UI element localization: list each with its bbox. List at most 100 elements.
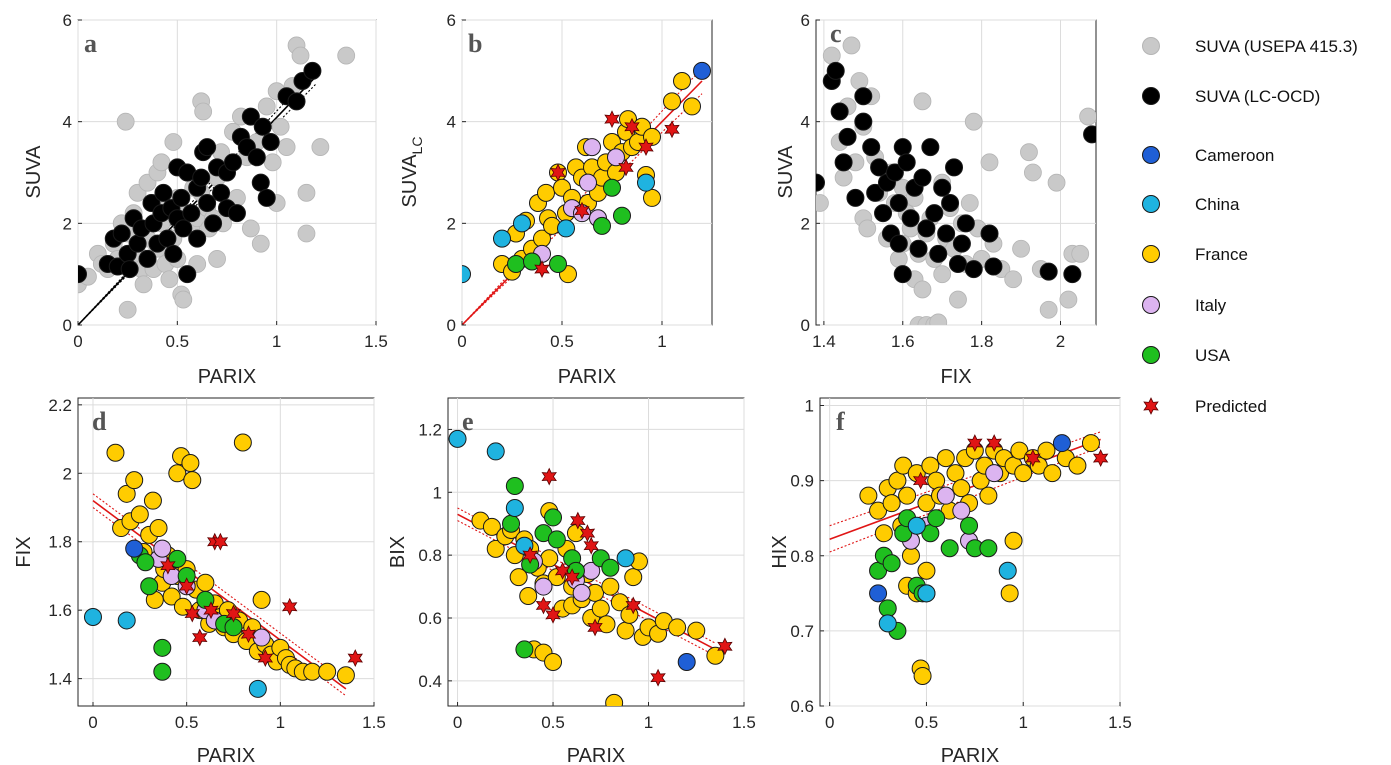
panel-c-points [816,36,1096,325]
panel-b-xtick-label: 0.5 [550,332,574,351]
panel-d-xtick-label: 1 [276,713,285,732]
panel-b-point-usa [549,255,567,273]
panel-a-point-suva-usepa [251,234,270,253]
panel-b-ytick-label: 0 [447,316,456,335]
panel-c-point-suva-lcocd [816,173,825,192]
panel-f-ytick-label: 0.8 [790,547,814,566]
panel-f-point-france [888,471,907,490]
panel-a-point-suva-lcocd [257,188,276,207]
panel-d-point-predicted [347,649,363,668]
panel-c-point-suva-usepa [1079,107,1096,126]
panel-f-point-france [946,464,965,483]
panel-c-point-suva-usepa [980,153,999,172]
panel-b-point-predicted [534,260,550,279]
panel-d-point-predicted [212,532,229,551]
panel-c-point-suva-usepa [842,36,861,55]
panel-a-point-suva-lcocd [188,229,207,248]
panel-f-point-predicted [912,471,929,490]
panel-e-point-usa [601,558,620,577]
panel-a-point-suva-lcocd [138,249,157,268]
panel-d-point-france [196,573,215,592]
panel-d-point-france [130,505,149,524]
panel-a-point-suva-lcocd [192,168,211,187]
panel-a-ytick-label: 6 [63,11,72,30]
panel-e-xtick-label: 1.5 [732,713,756,732]
panel-b-ticks: 0 0.5 1 0 2 4 6 [447,11,667,351]
panel-c-point-suva-usepa [1012,239,1030,258]
panel-d-xtick-label: 0.5 [175,713,199,732]
panel-f-point-france [1081,434,1100,453]
legend-marker-china [1142,195,1160,213]
panel-b-point-france [643,127,661,146]
panel-a-point-suva-usepa [160,270,179,289]
panel-b-point-predicted [618,158,634,177]
panel-c-point-suva-lcocd [893,138,912,157]
legend-label: Italy [1195,296,1227,315]
panel-b-point-italy [607,148,625,167]
panel-c-xtick-label: 2 [1056,332,1065,351]
panel-d-point-france [143,491,162,510]
panel-c-xlabel: FIX [940,366,971,388]
panel-a-point-suva-usepa [297,183,316,202]
panel-f-point-usa [979,539,998,558]
panel-f-point-france [869,501,888,520]
legend-marker-suva-usepa [1142,37,1160,55]
panel-e-point-china [448,429,467,448]
panel-e-letter: e [462,407,474,436]
panel-c-point-suva-usepa [822,46,841,65]
panel-d-point-usa [153,638,172,657]
panel-a-point-suva-lcocd [241,107,260,126]
panel-a-point-suva-lcocd [212,183,231,202]
panel-f-point-italy [952,501,971,520]
panel-e-point-france [519,587,538,605]
panel-f-point-predicted [986,434,1002,452]
panel-f-point-france [859,486,878,505]
panel-f-point-france [979,486,998,505]
panel-d-point-china [248,679,267,698]
panel-b-point-china [513,214,531,233]
panel-b-point-cameroon [693,61,711,80]
panel-c-point-suva-usepa [1020,143,1038,162]
panel-d-xtick-label: 1.5 [362,713,386,732]
panel-e-point-predicted [625,596,641,615]
panel-f-point-france [936,449,955,468]
panel-a-point-suva-lcocd [303,61,322,80]
panel-f-point-france [894,456,913,475]
panel-b-point-france [673,72,691,90]
panel-e-point-france [509,568,528,587]
panel-c-point-suva-lcocd [941,194,960,212]
legend-marker-italy [1142,296,1160,314]
panel-e-point-predicted [583,536,599,555]
panel-b-point-usa [507,255,525,273]
panel-e-xlabel: PARIX [567,745,626,765]
panel-e-point-france [540,549,559,568]
panel-e-point-usa [502,514,521,533]
panel-f-point-china [907,516,926,535]
panel-d-point-usa [136,553,155,572]
panel-c-point-suva-lcocd [956,214,975,233]
panel-a-point-suva-usepa [174,290,193,309]
panel-d-point-france [162,587,181,606]
panel-d-points [83,433,363,698]
panel-a-ytick-label: 0 [63,316,72,335]
panel-d-point-predicted [184,604,201,623]
panel-a-point-suva-lcocd [223,153,242,172]
legend-label: France [1195,245,1248,264]
panel-e-point-predicted [545,605,561,624]
panel-c-point-suva-lcocd [925,204,944,223]
panel-c-point-suva-lcocd [964,260,983,279]
panel-d-letter: d [92,407,107,436]
panel-a-ytick-label: 4 [63,113,72,132]
panel-c-point-suva-usepa [858,219,877,238]
panel-a-xtick-label: 1 [272,332,281,351]
panel-a-point-suva-lcocd [198,138,217,157]
panel-a-point-suva-usepa [134,275,153,294]
panel-b-ytick-label: 6 [447,11,456,30]
panel-f-point-france [874,524,893,543]
panel-e-ytick-label: 0.4 [418,672,442,691]
legend-label: China [1195,195,1240,214]
panel-b-ylabel: SUVALC [399,137,425,208]
panel-d-point-predicted [225,604,242,623]
panel-e: 0 0.5 1 1.5 0.4 0.6 0.8 1 1.2 e PARIX BIX [387,397,756,765]
panel-d-point-france [181,454,200,473]
